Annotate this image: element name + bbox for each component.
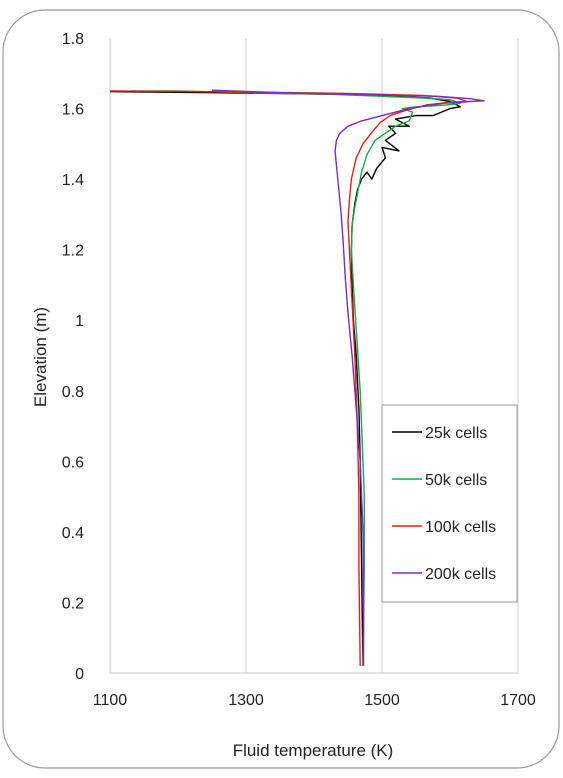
legend-label: 50k cells — [425, 472, 487, 489]
series-line-4 — [211, 89, 485, 666]
legend-label: 100k cells — [425, 519, 496, 536]
chart-frame — [2, 9, 560, 769]
x-tick-label: 1700 — [500, 692, 536, 709]
series-line-3 — [109, 90, 468, 666]
y-tick-label: 1.2 — [62, 243, 84, 260]
y-tick-label: 0 — [75, 666, 84, 683]
y-tick-label: 1.6 — [62, 102, 84, 119]
x-axis-title: Fluid temperature (K) — [233, 741, 394, 760]
series-lines — [109, 89, 485, 666]
axes — [109, 38, 518, 674]
x-tick-label: 1300 — [228, 692, 264, 709]
legend-label: 200k cells — [425, 566, 496, 583]
legend: 25k cells 50k cells 100k cells 200k cells — [381, 404, 518, 603]
legend-box — [381, 404, 518, 603]
x-tick-label: 1100 — [93, 692, 128, 709]
legend-label: 25k cells — [425, 425, 487, 442]
tick-labels: 1100 1300 1500 1700 0 0.2 0.4 0.6 0.8 1 1.2 1.4 1.6 1… — [62, 31, 536, 709]
y-tick-label: 1.4 — [62, 172, 84, 189]
series-line-1 — [109, 90, 461, 666]
y-tick-label: 0.6 — [62, 454, 84, 471]
y-tick-label: 0.8 — [62, 384, 84, 401]
y-axis-title: Elevation (m) — [31, 307, 50, 407]
y-tick-label: 1 — [75, 313, 84, 330]
x-tick-label: 1500 — [364, 692, 400, 709]
series-line-2 — [130, 90, 461, 666]
y-tick-label: 0.2 — [62, 595, 84, 612]
y-tick-label: 0.4 — [62, 525, 84, 542]
y-tick-label: 1.8 — [62, 31, 84, 48]
